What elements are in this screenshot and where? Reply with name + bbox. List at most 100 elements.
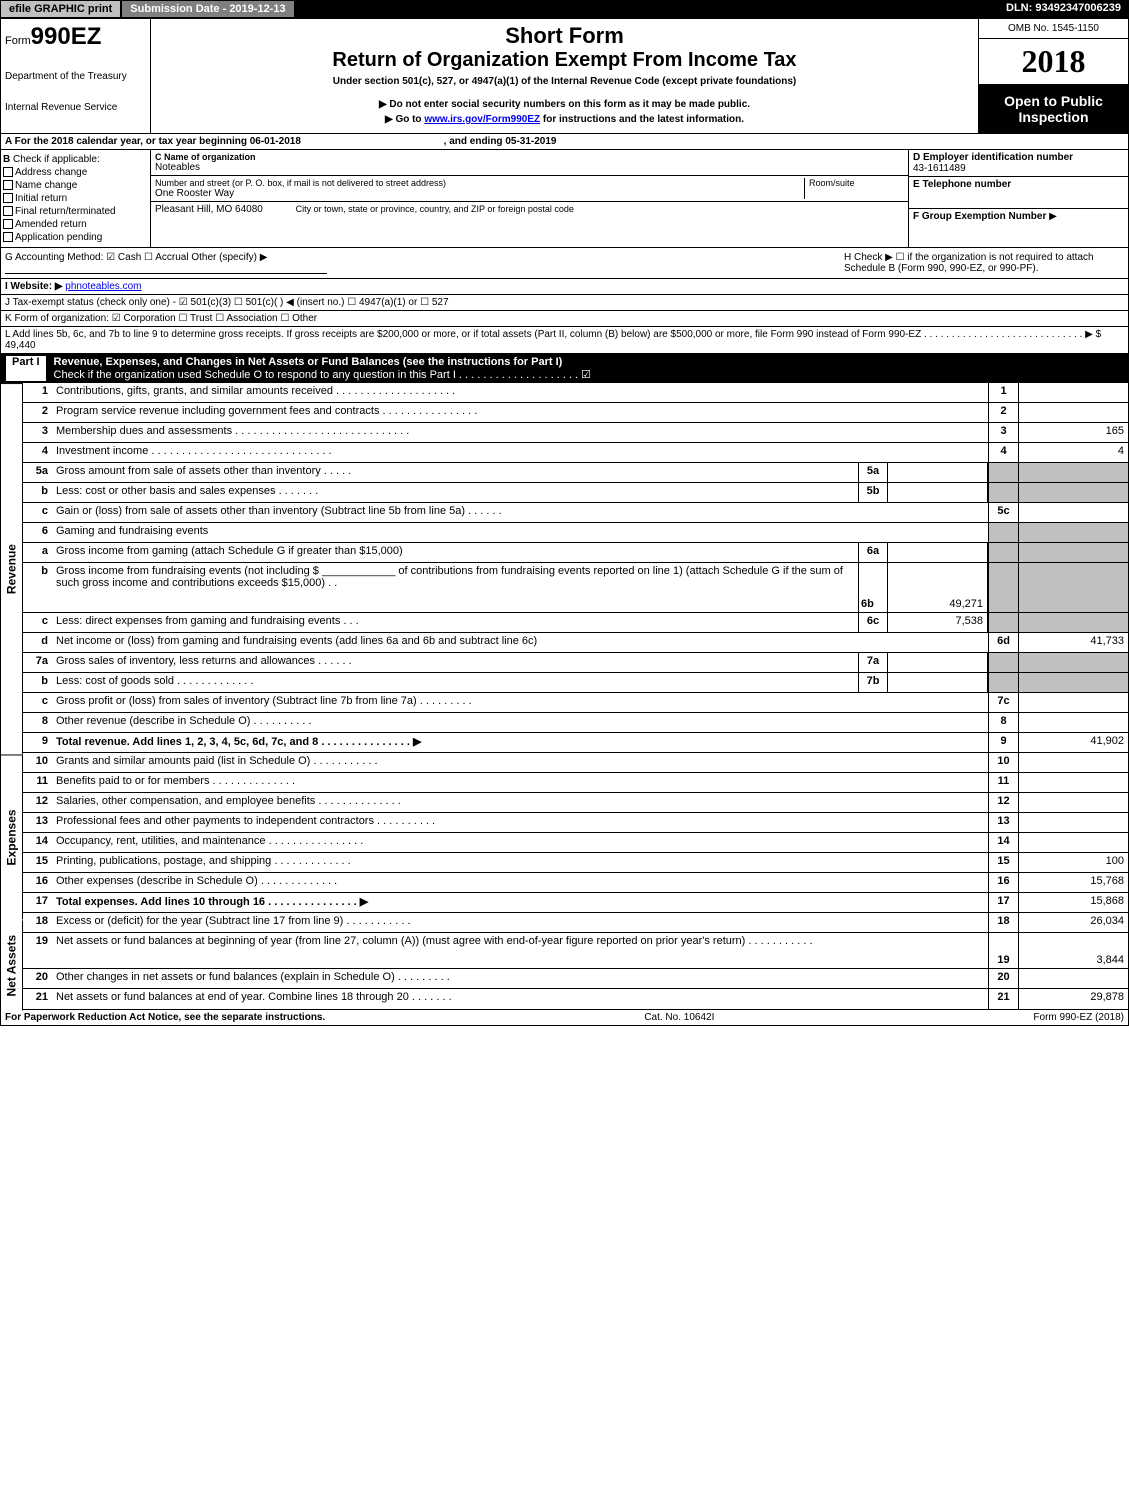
cb-final-return[interactable]	[3, 206, 13, 216]
cb-name-change[interactable]	[3, 180, 13, 190]
org-city: Pleasant Hill, MO 64080	[155, 204, 263, 215]
ln-6a-num: a	[22, 543, 52, 562]
ln-1-val	[1018, 383, 1128, 402]
section-a: B Check if applicable: Address change Na…	[0, 150, 1129, 248]
cb-application-pending[interactable]	[3, 232, 13, 242]
ln-6c-desc: Less: direct expenses from gaming and fu…	[52, 613, 858, 632]
line-7b: b Less: cost of goods sold . . . . . . .…	[22, 673, 1128, 693]
ln-7a-endnum	[988, 653, 1018, 672]
part1-title-block: Revenue, Expenses, and Changes in Net As…	[54, 356, 1123, 381]
ln-12-desc: Salaries, other compensation, and employ…	[52, 793, 988, 812]
ln-8-endnum: 8	[988, 713, 1018, 732]
cb-address-change[interactable]	[3, 167, 13, 177]
ln-10-desc: Grants and similar amounts paid (list in…	[52, 753, 988, 772]
line-7a: 7a Gross sales of inventory, less return…	[22, 653, 1128, 673]
submission-date: Submission Date - 2019-12-13	[121, 0, 294, 18]
ln-1-desc: Contributions, gifts, grants, and simila…	[52, 383, 988, 402]
ln-7c-desc: Gross profit or (loss) from sales of inv…	[52, 693, 988, 712]
ln-11-endnum: 11	[988, 773, 1018, 792]
ln-1-num: 1	[22, 383, 52, 402]
ln-6b-midval: 49,271	[888, 563, 988, 612]
opt-application-pending: Application pending	[15, 232, 102, 243]
ln-3-num: 3	[22, 423, 52, 442]
ln-17-endnum: 17	[988, 893, 1018, 912]
dln: DLN: 93492347006239	[998, 0, 1129, 18]
line-2: 2 Program service revenue including gove…	[22, 403, 1128, 423]
efile-print-button[interactable]: efile GRAPHIC print	[0, 0, 121, 18]
form-prefix: Form	[5, 35, 31, 47]
ln-5a-midnum: 5a	[858, 463, 888, 482]
ln-21-val: 29,878	[1018, 989, 1128, 1009]
ln-2-desc: Program service revenue including govern…	[52, 403, 988, 422]
side-expenses: Expenses	[1, 754, 23, 919]
line-9: 9 Total revenue. Add lines 1, 2, 3, 4, 5…	[22, 733, 1128, 753]
line-20: 20 Other changes in net assets or fund b…	[22, 969, 1128, 989]
ln-3-endnum: 3	[988, 423, 1018, 442]
ln-6b-endnum	[988, 563, 1018, 612]
ln-14-desc: Occupancy, rent, utilities, and maintena…	[52, 833, 988, 852]
part1-header: Part I Revenue, Expenses, and Changes in…	[0, 354, 1129, 383]
ln-7b-desc: Less: cost of goods sold . . . . . . . .…	[52, 673, 858, 692]
website-link[interactable]: phnoteables.com	[65, 281, 141, 292]
ln-9-val: 41,902	[1018, 733, 1128, 752]
city-label: City or town, state or province, country…	[296, 204, 574, 214]
ln-7b-endval	[1018, 673, 1128, 692]
ln-12-num: 12	[22, 793, 52, 812]
ln-7b-midnum: 7b	[858, 673, 888, 692]
ln-9-num: 9	[22, 733, 52, 752]
ln-17-num: 17	[22, 893, 52, 912]
ln-7a-endval	[1018, 653, 1128, 672]
ln-13-endnum: 13	[988, 813, 1018, 832]
row-a-text: A For the 2018 calendar year, or tax yea…	[5, 136, 301, 147]
line-6a: a Gross income from gaming (attach Sched…	[22, 543, 1128, 563]
ln-12-val	[1018, 793, 1128, 812]
goto-link[interactable]: www.irs.gov/Form990EZ	[424, 114, 540, 125]
irs-label: Internal Revenue Service	[5, 102, 146, 113]
footer-right: Form 990-EZ (2018)	[1033, 1012, 1124, 1023]
ln-14-val	[1018, 833, 1128, 852]
e-label: E Telephone number	[913, 179, 1124, 190]
f-arrow: ▶	[1049, 211, 1057, 222]
line-1: 1 Contributions, gifts, grants, and simi…	[22, 383, 1128, 403]
part1-check: Check if the organization used Schedule …	[54, 369, 592, 381]
ln-6c-midval: 7,538	[888, 613, 988, 632]
ln-7c-val	[1018, 693, 1128, 712]
ln-8-num: 8	[22, 713, 52, 732]
ln-16-num: 16	[22, 873, 52, 892]
ln-6a-midval	[888, 543, 988, 562]
line-5a: 5a Gross amount from sale of assets othe…	[22, 463, 1128, 483]
ein: 43-1611489	[913, 163, 1124, 174]
ln-20-val	[1018, 969, 1128, 988]
opt-name-change: Name change	[15, 180, 77, 191]
ln-8-val	[1018, 713, 1128, 732]
ln-16-val: 15,768	[1018, 873, 1128, 892]
line-6: 6 Gaming and fundraising events	[22, 523, 1128, 543]
ln-6-endnum	[988, 523, 1018, 542]
line-7c: c Gross profit or (loss) from sales of i…	[22, 693, 1128, 713]
org-info-center: C Name of organization Noteables Number …	[151, 150, 908, 247]
ln-18-num: 18	[22, 913, 52, 932]
f-label: F Group Exemption Number	[913, 211, 1046, 222]
short-form-title: Short Form	[155, 23, 974, 49]
side-netassets: Net Assets	[1, 920, 23, 1010]
ln-19-num: 19	[22, 933, 52, 968]
org-name: Noteables	[155, 162, 904, 173]
ln-7a-midval	[888, 653, 988, 672]
ln-6a-midnum: 6a	[858, 543, 888, 562]
ln-5b-midnum: 5b	[858, 483, 888, 502]
ln-16-desc: Other expenses (describe in Schedule O) …	[52, 873, 988, 892]
omb-number: OMB No. 1545-1150	[979, 19, 1128, 39]
c-label: C Name of organization	[155, 152, 904, 162]
under-section: Under section 501(c), 527, or 4947(a)(1)…	[155, 76, 974, 87]
line-6d: d Net income or (loss) from gaming and f…	[22, 633, 1128, 653]
ln-6d-desc: Net income or (loss) from gaming and fun…	[52, 633, 988, 652]
row-i: I Website: ▶ phnoteables.com	[0, 279, 1129, 295]
org-info-right: D Employer identification number 43-1611…	[908, 150, 1128, 247]
ln-4-desc: Investment income . . . . . . . . . . . …	[52, 443, 988, 462]
cb-initial-return[interactable]	[3, 193, 13, 203]
ln-6c-num: c	[22, 613, 52, 632]
cb-amended-return[interactable]	[3, 219, 13, 229]
ln-13-num: 13	[22, 813, 52, 832]
ln-7a-midnum: 7a	[858, 653, 888, 672]
row-a-end: , and ending 05-31-2019	[444, 136, 557, 147]
